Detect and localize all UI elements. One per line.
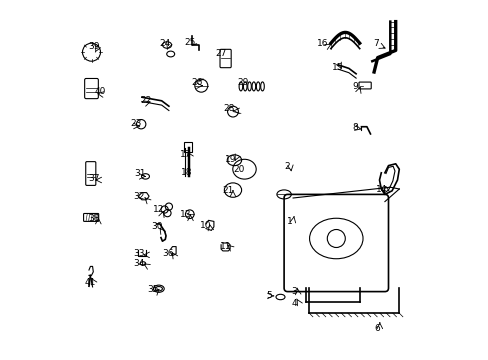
Text: 18: 18 — [181, 168, 192, 177]
Text: 28: 28 — [223, 104, 235, 113]
Text: 7: 7 — [372, 40, 378, 49]
Text: 41: 41 — [84, 278, 96, 287]
Text: 40: 40 — [94, 87, 105, 96]
Text: 35: 35 — [147, 284, 159, 294]
Text: 39: 39 — [88, 42, 100, 51]
Text: 27: 27 — [215, 49, 226, 58]
Text: 24: 24 — [159, 40, 170, 49]
Text: 31: 31 — [134, 169, 145, 178]
Text: 11: 11 — [219, 242, 231, 251]
Text: 36: 36 — [162, 249, 174, 258]
Text: 25: 25 — [183, 38, 195, 47]
Text: 30: 30 — [151, 222, 163, 231]
Text: 20: 20 — [233, 165, 244, 174]
Text: 38: 38 — [88, 214, 100, 223]
Text: 16: 16 — [317, 40, 328, 49]
Text: 5: 5 — [265, 292, 271, 300]
Text: 8: 8 — [352, 123, 358, 132]
Text: 9: 9 — [352, 82, 358, 91]
Text: 23: 23 — [130, 119, 141, 128]
Text: 1: 1 — [286, 217, 292, 226]
Text: 2: 2 — [284, 162, 289, 171]
Text: 33: 33 — [133, 249, 144, 258]
Text: 21: 21 — [222, 186, 234, 195]
Text: 32: 32 — [133, 192, 145, 201]
Text: 34: 34 — [133, 259, 144, 268]
Text: 17: 17 — [180, 150, 191, 159]
Text: 15: 15 — [331, 63, 343, 72]
Text: 37: 37 — [88, 174, 100, 183]
Text: 13: 13 — [180, 210, 191, 219]
Text: 12: 12 — [153, 205, 164, 214]
Text: 22: 22 — [140, 96, 151, 105]
Text: 3: 3 — [291, 287, 296, 296]
Text: 29: 29 — [237, 78, 248, 87]
Text: 4: 4 — [291, 299, 296, 307]
Text: 19: 19 — [224, 155, 236, 163]
Text: 14: 14 — [376, 185, 387, 194]
Text: 26: 26 — [191, 78, 202, 87]
Text: 10: 10 — [200, 220, 211, 230]
Text: 6: 6 — [373, 324, 379, 333]
